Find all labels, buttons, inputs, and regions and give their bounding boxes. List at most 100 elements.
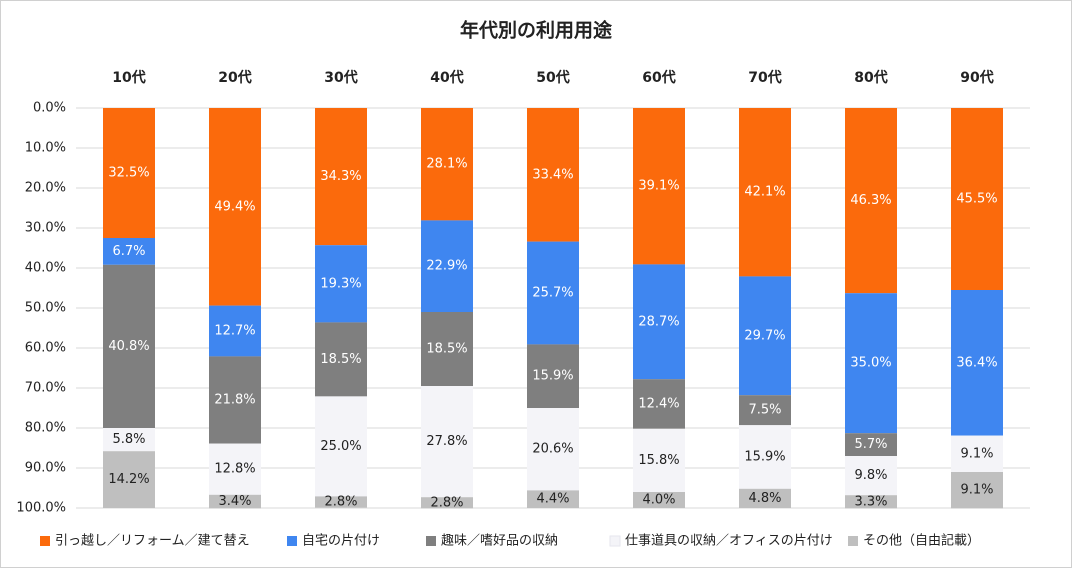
bar-segment xyxy=(103,108,155,238)
bar-segment xyxy=(103,451,155,508)
value-label: 5.8% xyxy=(112,432,145,447)
value-label: 15.8% xyxy=(638,453,679,468)
x-tick-label: 30代 xyxy=(324,69,357,86)
bar-segment xyxy=(633,492,685,508)
bar-segment xyxy=(209,356,261,444)
value-label: 4.4% xyxy=(536,492,569,507)
bar-segment xyxy=(951,472,1003,509)
value-label: 9.1% xyxy=(960,446,993,461)
bar-segment xyxy=(633,428,685,492)
value-label: 12.7% xyxy=(214,324,255,339)
bar-segment xyxy=(527,241,579,345)
value-label: 3.4% xyxy=(218,494,251,509)
bar-segment xyxy=(315,108,367,246)
bar-segment xyxy=(739,108,791,277)
value-label: 14.2% xyxy=(108,472,149,487)
value-label: 27.8% xyxy=(426,434,467,449)
value-label: 15.9% xyxy=(532,369,573,384)
value-label: 46.3% xyxy=(850,193,891,208)
x-tick-label: 50代 xyxy=(536,69,569,86)
value-label: 2.8% xyxy=(430,495,463,510)
value-label: 18.5% xyxy=(426,342,467,357)
bar-segment xyxy=(739,425,791,489)
value-label: 28.1% xyxy=(426,157,467,172)
y-tick-label: 80.0% xyxy=(25,421,66,436)
bar-segment xyxy=(633,264,685,380)
legend-label: 仕事道具の収納／オフィスの片付け xyxy=(625,534,833,549)
value-label: 4.8% xyxy=(748,491,781,506)
value-label: 6.7% xyxy=(112,244,145,259)
bar-segment xyxy=(739,395,791,426)
bar-segment xyxy=(845,433,897,456)
value-label: 32.5% xyxy=(108,166,149,181)
value-label: 4.0% xyxy=(642,493,675,508)
value-label: 18.5% xyxy=(320,352,361,367)
bar-segment xyxy=(103,264,155,428)
value-label: 9.1% xyxy=(960,483,993,498)
bar-segment xyxy=(845,108,897,294)
value-label: 21.8% xyxy=(214,393,255,408)
bar-segment xyxy=(739,276,791,396)
value-label: 35.0% xyxy=(850,356,891,371)
x-tick-label: 10代 xyxy=(112,69,145,86)
legend-label: 趣味／嗜好品の収納 xyxy=(441,534,558,549)
value-label: 9.8% xyxy=(854,468,887,483)
bar-segment xyxy=(845,293,897,434)
bar-segment xyxy=(421,312,473,386)
bar-segment xyxy=(527,344,579,408)
bar-segment xyxy=(315,245,367,323)
value-label: 19.3% xyxy=(320,276,361,291)
value-label: 42.1% xyxy=(744,185,785,200)
bar-segment xyxy=(421,220,473,312)
bar-segment xyxy=(527,108,579,242)
value-label: 12.8% xyxy=(214,462,255,477)
value-label: 25.7% xyxy=(532,286,573,301)
y-tick-label: 20.0% xyxy=(25,181,66,196)
value-label: 36.4% xyxy=(956,355,997,370)
y-tick-label: 90.0% xyxy=(25,461,66,476)
legend-swatch xyxy=(40,536,50,546)
value-label: 5.7% xyxy=(854,437,887,452)
bar-segment xyxy=(103,238,155,265)
bar-segment xyxy=(103,428,155,452)
bar-segment xyxy=(421,108,473,221)
bar-segment xyxy=(315,322,367,397)
y-tick-label: 0.0% xyxy=(33,101,66,116)
y-tick-label: 70.0% xyxy=(25,381,66,396)
value-label: 49.4% xyxy=(214,199,255,214)
y-tick-label: 40.0% xyxy=(25,261,66,276)
legend-label: 引っ越し／リフォーム／建て替え xyxy=(55,534,250,549)
y-tick-label: 10.0% xyxy=(25,141,66,156)
y-tick-label: 50.0% xyxy=(25,301,66,316)
bar-segment xyxy=(633,379,685,429)
value-label: 2.8% xyxy=(324,495,357,510)
bar-segment xyxy=(739,488,791,508)
y-tick-label: 60.0% xyxy=(25,341,66,356)
legend-label: 自宅の片付け xyxy=(302,534,380,549)
bar-segment xyxy=(209,108,261,306)
bar-segment xyxy=(845,495,897,509)
bar-segment xyxy=(633,108,685,265)
y-tick-label: 100.0% xyxy=(16,501,66,516)
value-label: 28.7% xyxy=(638,314,679,329)
bar-segment xyxy=(951,290,1003,436)
legend-swatch xyxy=(287,536,297,546)
bar-segment xyxy=(845,456,897,496)
chart-title: 年代別の利用用途 xyxy=(460,19,613,42)
bar-segment xyxy=(421,497,473,509)
value-label: 3.3% xyxy=(854,494,887,509)
value-label: 40.8% xyxy=(108,339,149,354)
value-label: 25.0% xyxy=(320,439,361,454)
x-tick-label: 20代 xyxy=(218,69,251,86)
value-label: 7.5% xyxy=(748,403,781,418)
x-tick-label: 60代 xyxy=(642,69,675,86)
bar-segment xyxy=(421,386,473,498)
value-label: 20.6% xyxy=(532,442,573,457)
bar-segment xyxy=(527,408,579,491)
bar-segment xyxy=(209,305,261,357)
value-label: 15.9% xyxy=(744,450,785,465)
legend-label: その他（自由記載） xyxy=(863,533,980,549)
bar-segment xyxy=(209,443,261,495)
legend-swatch xyxy=(426,536,436,546)
